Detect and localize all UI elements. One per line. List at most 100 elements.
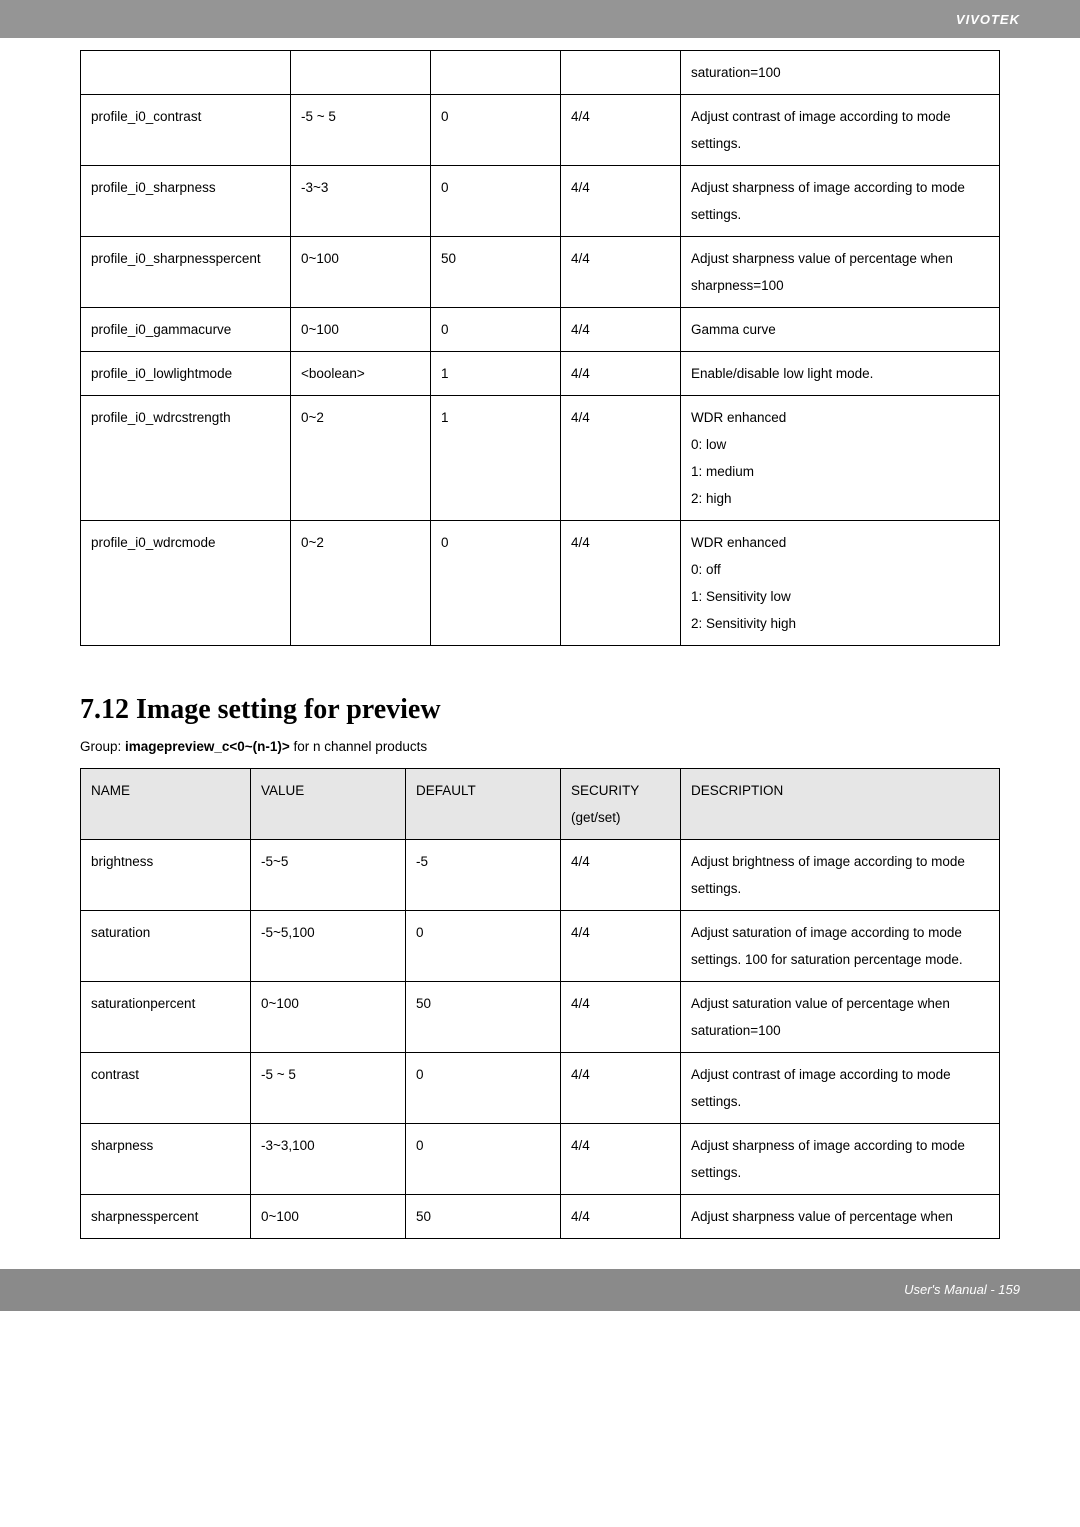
table-cell: 4/4 (561, 166, 681, 237)
table-row: saturation-5~5,10004/4Adjust saturation … (81, 910, 1000, 981)
table-cell: 0~100 (251, 981, 406, 1052)
table-cell: 4/4 (561, 521, 681, 646)
table-cell (561, 51, 681, 95)
table-cell: Adjust sharpness of image according to m… (681, 1123, 1000, 1194)
table-cell: saturation=100 (681, 51, 1000, 95)
col-header-name: NAME (81, 768, 251, 839)
table-cell: -3~3,100 (251, 1123, 406, 1194)
group-prefix: Group: (80, 739, 125, 754)
col-header-security: SECURITY (get/set) (561, 768, 681, 839)
table-cell: 0~100 (251, 1194, 406, 1238)
table-cell: Adjust saturation of image according to … (681, 910, 1000, 981)
table-cell: 4/4 (561, 95, 681, 166)
table-cell: 4/4 (561, 352, 681, 396)
table-cell: 0 (406, 1052, 561, 1123)
table-cell: Adjust contrast of image according to mo… (681, 1052, 1000, 1123)
table-cell: profile_i0_wdrcmode (81, 521, 291, 646)
table-row: brightness-5~5-54/4Adjust brightness of … (81, 839, 1000, 910)
table-cell: sharpnesspercent (81, 1194, 251, 1238)
table-cell: 4/4 (561, 1052, 681, 1123)
table-cell: 4/4 (561, 910, 681, 981)
group-suffix: for n channel products (290, 739, 427, 754)
table-cell: 0~100 (291, 308, 431, 352)
table-cell: Adjust sharpness value of percentage whe… (681, 237, 1000, 308)
table-cell: Adjust sharpness value of percentage whe… (681, 1194, 1000, 1238)
table-cell: profile_i0_gammacurve (81, 308, 291, 352)
table-cell: 0 (431, 308, 561, 352)
table-cell: -5~5 (251, 839, 406, 910)
table-cell: Gamma curve (681, 308, 1000, 352)
table-cell: contrast (81, 1052, 251, 1123)
table-cell: 4/4 (561, 237, 681, 308)
table-cell: 4/4 (561, 1123, 681, 1194)
table-row: profile_i0_wdrcmode0~204/4WDR enhanced 0… (81, 521, 1000, 646)
table-cell (291, 51, 431, 95)
table-cell: -5 ~ 5 (291, 95, 431, 166)
table-cell: -5 (406, 839, 561, 910)
table-cell: 0~100 (291, 237, 431, 308)
table-cell: 0~2 (291, 521, 431, 646)
col-header-description: DESCRIPTION (681, 768, 1000, 839)
table-row: profile_i0_contrast-5 ~ 504/4Adjust cont… (81, 95, 1000, 166)
table-row: saturation=100 (81, 51, 1000, 95)
col-header-value: VALUE (251, 768, 406, 839)
table-row: sharpness-3~3,10004/4Adjust sharpness of… (81, 1123, 1000, 1194)
table-cell: saturation (81, 910, 251, 981)
header-bar: VIVOTEK (0, 0, 1080, 38)
table-cell: 4/4 (561, 1194, 681, 1238)
table-cell: brightness (81, 839, 251, 910)
table-row: profile_i0_sharpnesspercent0~100504/4Adj… (81, 237, 1000, 308)
table-row: contrast-5 ~ 504/4Adjust contrast of ima… (81, 1052, 1000, 1123)
footer-text: User's Manual - 159 (904, 1282, 1020, 1297)
table-cell: 50 (431, 237, 561, 308)
page-content: saturation=100profile_i0_contrast-5 ~ 50… (0, 50, 1080, 1239)
table-cell (431, 51, 561, 95)
table-cell: Adjust saturation value of percentage wh… (681, 981, 1000, 1052)
table-cell (81, 51, 291, 95)
brand-text: VIVOTEK (956, 12, 1020, 27)
table-cell: WDR enhanced 0: off 1: Sensitivity low 2… (681, 521, 1000, 646)
table-header-row: NAME VALUE DEFAULT SECURITY (get/set) DE… (81, 768, 1000, 839)
table-cell: profile_i0_sharpnesspercent (81, 237, 291, 308)
table-cell: 4/4 (561, 839, 681, 910)
table-row: profile_i0_wdrcstrength0~214/4WDR enhanc… (81, 396, 1000, 521)
table-cell: profile_i0_wdrcstrength (81, 396, 291, 521)
table-cell: 0 (431, 95, 561, 166)
table-cell: -3~3 (291, 166, 431, 237)
col-header-default: DEFAULT (406, 768, 561, 839)
table-cell: 1 (431, 396, 561, 521)
table-cell: 0 (431, 166, 561, 237)
table-cell: 4/4 (561, 981, 681, 1052)
table-cell: 0 (406, 1123, 561, 1194)
group-line: Group: imagepreview_c<0~(n-1)> for n cha… (80, 736, 1000, 758)
table-cell: 0~2 (291, 396, 431, 521)
table-cell: <boolean> (291, 352, 431, 396)
table-cell: profile_i0_lowlightmode (81, 352, 291, 396)
table-cell: 50 (406, 1194, 561, 1238)
group-bold: imagepreview_c<0~(n-1)> (125, 739, 290, 754)
table-cell: 4/4 (561, 396, 681, 521)
table-row: profile_i0_lowlightmode<boolean>14/4Enab… (81, 352, 1000, 396)
table-cell: Adjust contrast of image according to mo… (681, 95, 1000, 166)
table-row: saturationpercent0~100504/4Adjust satura… (81, 981, 1000, 1052)
table-cell: sharpness (81, 1123, 251, 1194)
footer-bar: User's Manual - 159 (0, 1269, 1080, 1311)
table-cell: -5 ~ 5 (251, 1052, 406, 1123)
table-row: profile_i0_sharpness-3~304/4Adjust sharp… (81, 166, 1000, 237)
table-cell: 50 (406, 981, 561, 1052)
table-profile-settings: saturation=100profile_i0_contrast-5 ~ 50… (80, 50, 1000, 646)
table-row: profile_i0_gammacurve0~10004/4Gamma curv… (81, 308, 1000, 352)
section-title: 7.12 Image setting for preview (80, 694, 1000, 726)
table-cell: WDR enhanced 0: low 1: medium 2: high (681, 396, 1000, 521)
table-cell: profile_i0_contrast (81, 95, 291, 166)
table-image-preview: NAME VALUE DEFAULT SECURITY (get/set) DE… (80, 768, 1000, 1239)
table-cell: profile_i0_sharpness (81, 166, 291, 237)
table-cell: Adjust sharpness of image according to m… (681, 166, 1000, 237)
table-cell: Adjust brightness of image according to … (681, 839, 1000, 910)
table-cell: 0 (431, 521, 561, 646)
table-cell: 1 (431, 352, 561, 396)
table-cell: Enable/disable low light mode. (681, 352, 1000, 396)
table-cell: -5~5,100 (251, 910, 406, 981)
table-cell: saturationpercent (81, 981, 251, 1052)
table-cell: 4/4 (561, 308, 681, 352)
